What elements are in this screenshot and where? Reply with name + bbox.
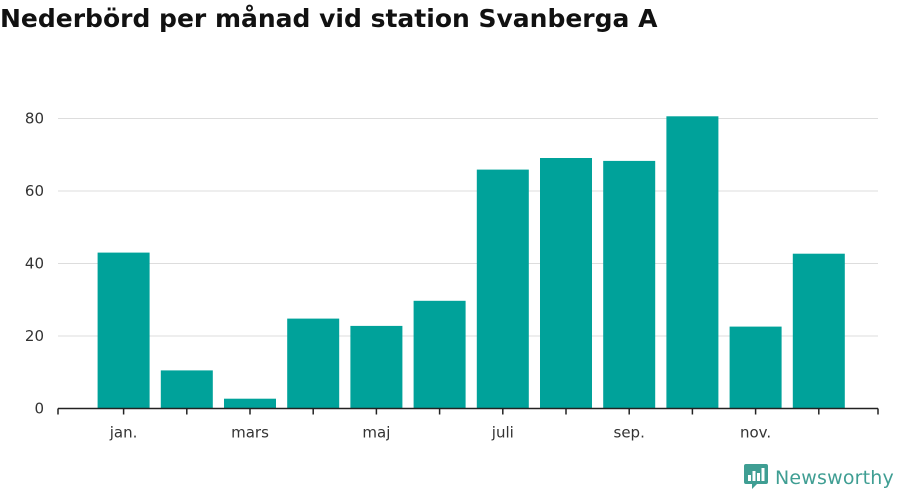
x-axis xyxy=(57,407,879,415)
x-tick-label: nov. xyxy=(740,424,771,442)
bar-feb xyxy=(160,370,213,409)
y-tick-label: 20 xyxy=(25,327,44,345)
x-tick-label: maj xyxy=(362,424,390,442)
x-tick-label: sep. xyxy=(614,424,645,442)
x-tick-label: mars xyxy=(231,424,269,442)
y-tick-label: 0 xyxy=(34,400,44,418)
bar-jan xyxy=(97,252,150,409)
brand-logo: Newsworthy xyxy=(743,462,894,494)
bar-aug xyxy=(540,158,592,409)
bar-nov xyxy=(729,326,782,409)
brand-name: Newsworthy xyxy=(774,467,894,489)
bar-maj xyxy=(350,325,403,409)
y-tick-label: 60 xyxy=(25,182,44,200)
y-tick-label: 80 xyxy=(25,110,44,128)
bar-okt xyxy=(666,116,719,409)
newsworthy-logo-icon xyxy=(743,462,769,494)
grid-lines xyxy=(58,118,878,337)
bar-juli xyxy=(476,169,529,409)
bar-dec xyxy=(792,253,845,409)
bar-mars xyxy=(224,398,276,409)
bars xyxy=(97,116,845,409)
chart-title: Nederbörd per månad vid station Svanberg… xyxy=(0,4,658,33)
bar-apr xyxy=(287,318,340,409)
bar-sep xyxy=(603,160,656,409)
y-tick-label: 40 xyxy=(25,255,44,273)
x-tick-label: jan. xyxy=(109,424,138,442)
y-axis-tick-labels: 0 20 40 60 80 xyxy=(25,110,44,418)
x-tick-label: juli xyxy=(491,424,514,442)
x-axis-tick-labels: jan. mars maj juli sep. nov. xyxy=(109,424,771,442)
bar-juni xyxy=(413,300,466,409)
